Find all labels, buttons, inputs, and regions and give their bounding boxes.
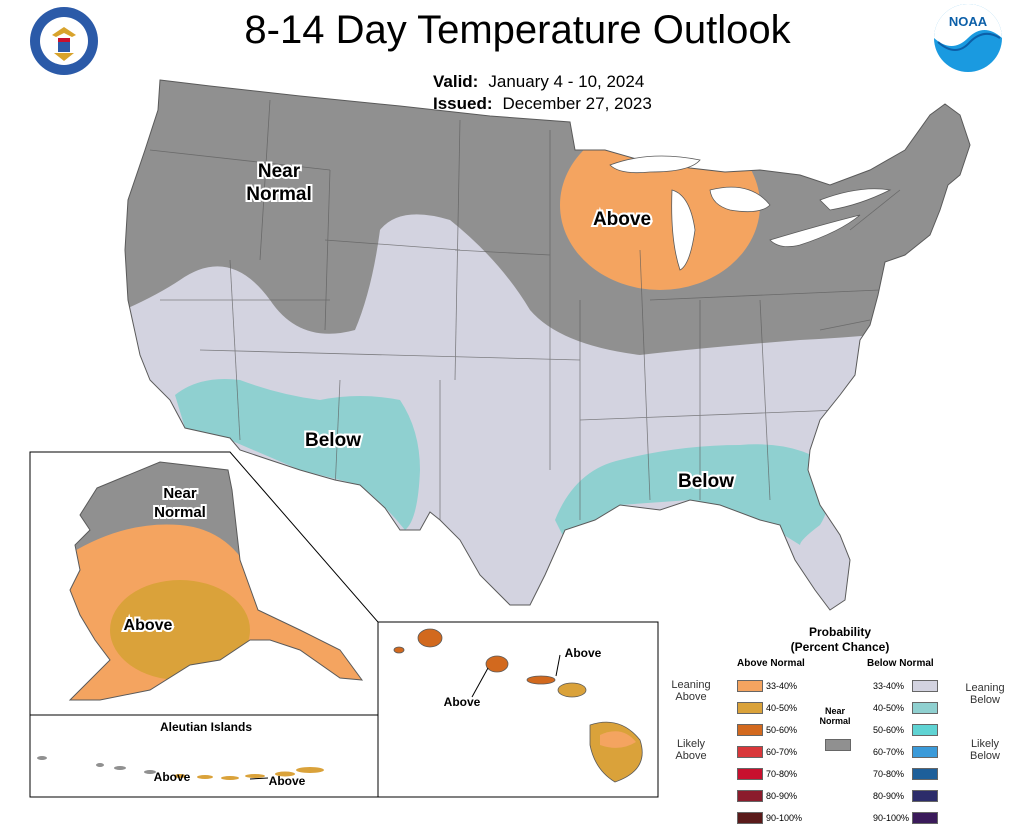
below-bin-swatch-0 — [912, 680, 938, 692]
issued-label: Issued: — [433, 94, 493, 113]
issued-value: December 27, 2023 — [502, 94, 652, 113]
label-conus-below-southeast: Below — [678, 471, 734, 492]
below-bin-swatch-4 — [912, 768, 938, 780]
outlook-map: Near Normal Above Below Below Near Norma… — [29, 79, 971, 798]
below-west-area — [175, 379, 420, 530]
aleutian-islands — [174, 767, 324, 780]
label-alaska-near-normal-line2: Normal — [154, 504, 206, 521]
above-bin-swatch-5 — [737, 790, 763, 802]
above-bin-label-0: 33-40% — [766, 681, 798, 691]
aleutian-pointer — [249, 777, 269, 780]
near-normal-line1: Near — [824, 706, 845, 716]
legend-leaning-above: Leaning Above — [666, 679, 716, 703]
label-conus-near-normal-line1: Near — [258, 161, 301, 182]
label-aleutian-above-1: Above — [154, 770, 191, 784]
label-conus-below-west: Below — [305, 430, 361, 451]
below-southeast-area — [555, 444, 835, 545]
below-bin-swatch-2 — [912, 724, 938, 736]
legend-likely-below: Likely Below — [955, 738, 1015, 762]
legend-title-line2: (Percent Chance) — [790, 640, 890, 654]
above-bin-swatch-4 — [737, 768, 763, 780]
above-bin-label-1: 40-50% — [766, 703, 798, 713]
legend-near-normal: Near Normal — [810, 706, 860, 726]
below-bin-label-1: 40-50% — [873, 703, 905, 713]
label-aleutian-above-2: Above — [269, 774, 306, 788]
label-hawaii-above-2: Above — [565, 646, 602, 660]
label-hawaii-above-1: Above — [444, 695, 481, 709]
likely-below-line1: Likely — [970, 738, 1000, 750]
below-bin-label-5: 80-90% — [873, 791, 905, 801]
aleutian-inset-frame — [29, 714, 379, 798]
svg-text:NOAA: NOAA — [949, 14, 988, 29]
leaning-above-line2: Above — [675, 691, 707, 703]
above-bin-label-3: 60-70% — [766, 747, 798, 757]
legend-title-line1: Probability — [808, 625, 871, 639]
page-title: 8-14 Day Temperature Outlook — [244, 8, 791, 52]
hawaii-islands — [393, 628, 643, 783]
leaning-below-line2: Below — [970, 694, 1000, 706]
below-bin-label-6: 90-100% — [873, 813, 910, 823]
probability-legend: Probability (Percent Chance) Above Norma… — [660, 620, 1030, 824]
label-conus-near-normal-line2: Normal — [246, 184, 311, 205]
alaska-outline — [68, 461, 364, 701]
above-bin-label-6: 90-100% — [766, 813, 803, 823]
leaning-above-line1: Leaning — [671, 679, 711, 691]
aleutian-western-islands — [37, 756, 156, 774]
below-bin-label-4: 70-80% — [873, 769, 905, 779]
above-bin-label-2: 50-60% — [766, 725, 798, 735]
valid-value: January 4 - 10, 2024 — [488, 72, 645, 91]
department-of-commerce-seal — [30, 7, 98, 75]
legend-above-header: Above Normal — [737, 658, 805, 669]
legend-below-header: Below Normal — [867, 658, 934, 669]
near-normal-line2: Normal — [819, 716, 851, 726]
hawaii-pointer-2 — [555, 654, 561, 677]
label-conus-above: Above — [593, 209, 651, 230]
below-bin-label-0: 33-40% — [873, 681, 905, 691]
below-bin-label-2: 50-60% — [873, 725, 905, 735]
above-bin-swatch-3 — [737, 746, 763, 758]
above-bin-swatch-0 — [737, 680, 763, 692]
below-bin-swatch-3 — [912, 746, 938, 758]
noaa-logo: NOAA — [934, 4, 1002, 72]
great-lakes — [609, 155, 892, 271]
valid-label: Valid: — [433, 72, 479, 91]
below-bin-label-3: 60-70% — [873, 747, 905, 757]
likely-above-line1: Likely — [676, 738, 706, 750]
legend-leaning-below: Leaning Below — [955, 682, 1015, 706]
above-bin-label-5: 80-90% — [766, 791, 798, 801]
likely-above-line2: Above — [675, 750, 707, 762]
above-bin-swatch-2 — [737, 724, 763, 736]
valid-dates: Valid: January 4 - 10, 2024 — [433, 72, 644, 92]
legend-near-normal-swatch — [825, 739, 851, 751]
state-boundaries — [149, 99, 901, 520]
aleutian-title: Aleutian Islands — [160, 720, 252, 734]
legend-likely-above: Likely Above — [666, 738, 716, 762]
issued-date: Issued: December 27, 2023 — [433, 94, 652, 114]
leaning-below-line1: Leaning — [965, 682, 1005, 694]
above-bin-swatch-6 — [737, 812, 763, 824]
conus-outline — [124, 79, 971, 611]
likely-below-line2: Below — [970, 750, 1000, 762]
above-bin-swatch-1 — [737, 702, 763, 714]
below-bin-swatch-6 — [912, 812, 938, 824]
label-alaska-near-normal-line1: Near — [163, 485, 197, 502]
below-bin-swatch-1 — [912, 702, 938, 714]
label-alaska-above: Above — [124, 617, 173, 634]
above-bin-label-4: 70-80% — [766, 769, 798, 779]
hawaii-pointer-1 — [471, 667, 489, 698]
below-bin-swatch-5 — [912, 790, 938, 802]
